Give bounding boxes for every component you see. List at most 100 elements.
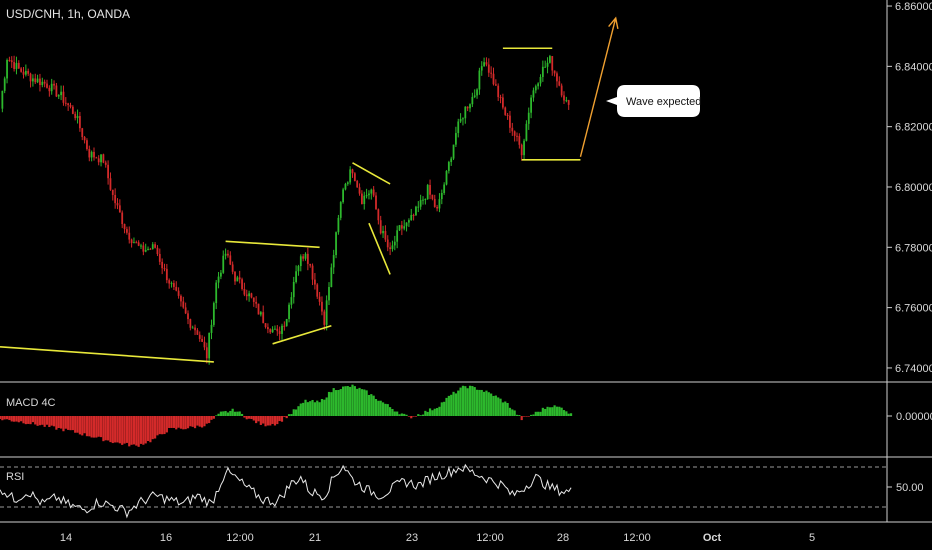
macd-bar bbox=[62, 416, 65, 432]
candle-body bbox=[455, 133, 457, 145]
macd-bar bbox=[123, 416, 126, 444]
candle-body bbox=[151, 244, 154, 249]
macd-bar bbox=[219, 411, 222, 416]
macd-bar bbox=[144, 416, 147, 444]
candle-body bbox=[156, 247, 159, 254]
macd-bar bbox=[137, 416, 140, 447]
macd-bar bbox=[10, 416, 13, 422]
candle-body bbox=[182, 301, 185, 308]
macd-bar bbox=[111, 416, 114, 444]
macd-bar bbox=[332, 388, 335, 416]
chart-title: USD/CNH, 1h, OANDA bbox=[6, 7, 130, 21]
macd-bar bbox=[379, 400, 382, 416]
candle-body bbox=[32, 78, 34, 82]
macd-bar bbox=[419, 415, 422, 416]
candle-body bbox=[424, 199, 427, 201]
candle-body bbox=[13, 62, 15, 69]
trendline bbox=[225, 240, 320, 249]
macd-bar bbox=[551, 407, 554, 416]
time-tick-label: 28 bbox=[557, 532, 569, 544]
macd-bar bbox=[306, 402, 309, 416]
macd-bar bbox=[292, 409, 295, 416]
candle-body bbox=[259, 312, 262, 315]
macd-bar bbox=[198, 416, 201, 427]
candle-body bbox=[79, 116, 81, 129]
candle-body bbox=[180, 295, 182, 302]
candle-body bbox=[408, 220, 410, 223]
macd-bar bbox=[483, 391, 486, 416]
candle-body bbox=[318, 296, 321, 302]
candle-body bbox=[382, 231, 384, 234]
macd-bar bbox=[116, 416, 119, 443]
candle-body bbox=[361, 193, 363, 205]
macd-bar bbox=[530, 414, 533, 416]
macd-bar bbox=[297, 406, 300, 416]
candle-body bbox=[168, 280, 171, 284]
candle-body bbox=[276, 328, 279, 332]
candle-body bbox=[513, 131, 516, 136]
candle-body bbox=[490, 72, 493, 74]
candle-body bbox=[332, 255, 335, 268]
macd-bar bbox=[358, 387, 361, 416]
candle-body bbox=[165, 268, 168, 281]
macd-bar bbox=[560, 407, 563, 416]
candle-body bbox=[262, 312, 265, 324]
macd-bar bbox=[541, 407, 544, 416]
candle-body bbox=[480, 66, 483, 71]
macd-bar bbox=[374, 399, 378, 416]
candle-body bbox=[447, 162, 450, 171]
macd-bar bbox=[78, 416, 81, 435]
candle-body bbox=[95, 157, 98, 159]
macd-bar bbox=[243, 416, 246, 418]
macd-bar bbox=[302, 402, 305, 416]
candle-body bbox=[27, 70, 30, 74]
candle-body bbox=[471, 96, 474, 105]
candle-body bbox=[118, 205, 121, 213]
macd-bar bbox=[443, 401, 446, 416]
macd-bar bbox=[459, 387, 462, 416]
candle-body bbox=[534, 86, 537, 91]
macd-bar bbox=[146, 416, 150, 442]
macd-bar bbox=[511, 409, 514, 416]
macd-bar bbox=[562, 410, 566, 416]
candle-body bbox=[220, 272, 222, 277]
trendline bbox=[272, 324, 332, 345]
macd-bar bbox=[365, 390, 368, 416]
time-tick-label: Oct bbox=[703, 532, 722, 544]
candle-body bbox=[229, 255, 232, 265]
macd-bar bbox=[156, 416, 159, 436]
macd-bar bbox=[175, 416, 178, 430]
macd-bar bbox=[492, 395, 495, 416]
macd-bar bbox=[396, 411, 399, 416]
macd-bar bbox=[189, 416, 192, 427]
trendlines bbox=[0, 47, 581, 363]
macd-bar bbox=[31, 416, 34, 423]
candle-body bbox=[86, 140, 88, 150]
candle-body bbox=[558, 81, 561, 86]
macd-bar bbox=[64, 416, 67, 429]
candle-body bbox=[375, 195, 377, 210]
candle-body bbox=[377, 209, 380, 221]
candle-body bbox=[553, 70, 556, 74]
candle-body bbox=[464, 106, 467, 119]
candle-body bbox=[506, 114, 509, 116]
candle-body bbox=[121, 212, 124, 225]
price-tick-label: 6.84000 bbox=[895, 61, 932, 73]
macd-bar bbox=[264, 416, 267, 427]
candle-body bbox=[274, 328, 276, 330]
macd-bar bbox=[149, 416, 152, 443]
candle-body bbox=[109, 178, 112, 190]
candle-body bbox=[473, 95, 476, 97]
candle-body bbox=[520, 144, 523, 156]
macd-bar bbox=[165, 416, 168, 433]
candle-body bbox=[133, 242, 135, 244]
candle-body bbox=[283, 325, 286, 327]
candle-body bbox=[541, 66, 544, 78]
candle-body bbox=[191, 327, 194, 329]
candle-body bbox=[36, 78, 39, 83]
rsi-label: RSI bbox=[6, 471, 24, 483]
macd-bar bbox=[283, 416, 286, 417]
candle-body bbox=[539, 77, 542, 84]
time-tick-label: 12:00 bbox=[476, 532, 504, 544]
